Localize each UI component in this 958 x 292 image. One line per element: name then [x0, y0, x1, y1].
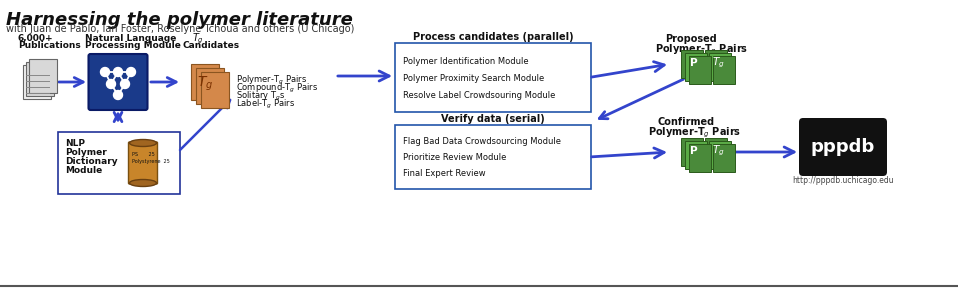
- FancyBboxPatch shape: [191, 64, 219, 100]
- FancyBboxPatch shape: [128, 142, 157, 184]
- FancyBboxPatch shape: [709, 53, 731, 81]
- Text: Module: Module: [65, 166, 103, 175]
- Text: Solitary T$_g$s: Solitary T$_g$s: [236, 90, 285, 103]
- FancyBboxPatch shape: [196, 68, 224, 104]
- Text: Polystyrene  25: Polystyrene 25: [132, 159, 170, 164]
- Ellipse shape: [129, 180, 156, 187]
- Text: PS       25: PS 25: [132, 152, 155, 157]
- FancyBboxPatch shape: [689, 56, 711, 84]
- Text: Confirmed: Confirmed: [658, 117, 715, 127]
- FancyBboxPatch shape: [685, 53, 707, 81]
- Text: Dictionary: Dictionary: [65, 157, 118, 166]
- Text: Resolve Label Crowdsouring Module: Resolve Label Crowdsouring Module: [403, 91, 556, 100]
- Text: 6,000+: 6,000+: [18, 34, 54, 43]
- FancyBboxPatch shape: [799, 118, 887, 176]
- Circle shape: [113, 91, 123, 100]
- FancyBboxPatch shape: [705, 138, 727, 166]
- Text: Compound-T$_g$ Pairs: Compound-T$_g$ Pairs: [236, 82, 318, 95]
- Circle shape: [101, 67, 109, 77]
- Text: Prioritize Review Module: Prioritize Review Module: [403, 153, 507, 162]
- Text: Polymer-T$_g$ Pairs: Polymer-T$_g$ Pairs: [236, 74, 307, 87]
- Text: http://pppdb.uchicago.edu: http://pppdb.uchicago.edu: [792, 176, 894, 185]
- Text: Harnessing the polymer literature: Harnessing the polymer literature: [6, 11, 353, 29]
- Text: $T_g$: $T_g$: [196, 75, 213, 93]
- Text: Polymer-T$_g$ Pairs: Polymer-T$_g$ Pairs: [655, 43, 748, 58]
- FancyBboxPatch shape: [29, 59, 57, 93]
- FancyBboxPatch shape: [26, 62, 54, 96]
- FancyBboxPatch shape: [681, 50, 703, 78]
- FancyBboxPatch shape: [709, 141, 731, 169]
- Text: $T_g$: $T_g$: [192, 32, 204, 46]
- FancyBboxPatch shape: [58, 132, 180, 194]
- Ellipse shape: [129, 140, 156, 147]
- Text: Flag Bad Data Crowdsourcing Module: Flag Bad Data Crowdsourcing Module: [403, 137, 561, 146]
- FancyBboxPatch shape: [23, 65, 51, 99]
- Text: Process candidates (parallel): Process candidates (parallel): [413, 32, 573, 42]
- Text: Polymer: Polymer: [65, 148, 106, 157]
- FancyBboxPatch shape: [713, 144, 735, 172]
- Text: $T_g$: $T_g$: [712, 56, 724, 70]
- FancyBboxPatch shape: [685, 141, 707, 169]
- Text: with Juan de Pablo, Ian Foster, Roselyne Tchoua and others (U Chicago): with Juan de Pablo, Ian Foster, Roselyne…: [6, 24, 354, 34]
- FancyBboxPatch shape: [395, 43, 591, 112]
- Text: Processing Module: Processing Module: [85, 41, 181, 50]
- Text: Polymer-T$_g$ Pairs: Polymer-T$_g$ Pairs: [648, 126, 741, 140]
- FancyBboxPatch shape: [681, 138, 703, 166]
- Text: Natural Language: Natural Language: [85, 34, 176, 43]
- Text: Polymer Identification Module: Polymer Identification Module: [403, 57, 529, 66]
- FancyBboxPatch shape: [713, 56, 735, 84]
- Text: P: P: [690, 146, 697, 156]
- FancyBboxPatch shape: [705, 50, 727, 78]
- Text: Polymer Proximity Search Module: Polymer Proximity Search Module: [403, 74, 544, 83]
- Text: Publications: Publications: [18, 41, 80, 50]
- FancyBboxPatch shape: [689, 144, 711, 172]
- Circle shape: [113, 67, 123, 77]
- Text: Proposed: Proposed: [665, 34, 717, 44]
- Text: Label-T$_g$ Pairs: Label-T$_g$ Pairs: [236, 98, 295, 111]
- Text: Verify data (serial): Verify data (serial): [441, 114, 545, 124]
- Text: $T_g$: $T_g$: [712, 144, 724, 158]
- Text: Final Expert Review: Final Expert Review: [403, 169, 486, 178]
- Circle shape: [126, 67, 135, 77]
- Text: P: P: [690, 58, 697, 68]
- Text: NLP: NLP: [65, 139, 85, 148]
- Circle shape: [121, 79, 129, 88]
- FancyBboxPatch shape: [395, 125, 591, 189]
- Text: pppdb: pppdb: [810, 138, 875, 156]
- Text: Candidates: Candidates: [183, 41, 240, 50]
- Circle shape: [106, 79, 116, 88]
- FancyBboxPatch shape: [201, 72, 229, 108]
- FancyBboxPatch shape: [88, 54, 148, 110]
